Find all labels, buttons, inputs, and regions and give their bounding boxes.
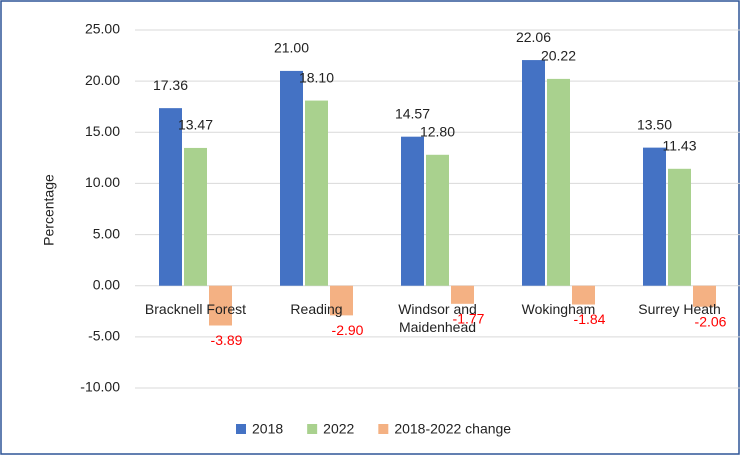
bar	[547, 78, 570, 286]
bar	[693, 285, 716, 307]
y-tick-label: 20.00	[85, 72, 120, 88]
data-label: 17.36	[153, 77, 188, 93]
y-tick-label: 25.00	[85, 21, 120, 37]
x-tick-label: Windsor and Maidenhead	[398, 300, 477, 335]
data-label: -1.77	[453, 311, 485, 327]
bar	[330, 285, 353, 316]
data-label: 22.06	[516, 29, 551, 45]
legend-swatch	[307, 424, 318, 434]
y-tick-label: 10.00	[85, 174, 120, 190]
data-label: -2.90	[332, 322, 364, 338]
chart-border	[0, 0, 740, 455]
data-label: -2.06	[695, 313, 727, 329]
y-tick-label: -5.00	[88, 328, 120, 344]
data-label: 11.43	[663, 138, 697, 154]
data-label: 14.57	[395, 105, 430, 121]
x-tick-label: Reading	[290, 300, 343, 317]
data-label: -1.84	[574, 311, 606, 327]
legend-label: 2018-2022 change	[394, 421, 511, 437]
bar	[159, 108, 182, 286]
y-axis-title: Percentage	[41, 174, 57, 246]
bar	[280, 70, 303, 286]
data-label: 18.10	[299, 69, 334, 85]
data-label: 13.50	[637, 116, 672, 132]
data-label: 21.00	[274, 40, 309, 56]
x-tick-label: Wokingham	[521, 300, 596, 317]
y-tick-label: 5.00	[93, 225, 120, 241]
legend-label: 2022	[323, 421, 354, 437]
data-label: 12.80	[420, 123, 455, 139]
bar	[572, 285, 595, 305]
legend-label: 2018	[252, 421, 283, 437]
legend-swatch	[236, 424, 246, 434]
bar	[401, 136, 424, 286]
bar	[522, 60, 545, 286]
y-tick-label: 15.00	[85, 123, 120, 139]
data-label: -3.89	[211, 332, 243, 348]
y-tick-label: 0.00	[93, 276, 120, 292]
y-tick-label: -10.00	[80, 379, 120, 395]
bar	[451, 285, 474, 304]
bar	[184, 147, 207, 286]
bar	[426, 154, 449, 286]
x-tick-label: Bracknell Forest	[144, 300, 247, 317]
bar	[668, 168, 691, 286]
bar	[209, 285, 232, 326]
bar	[643, 147, 666, 286]
data-label: 20.22	[541, 48, 576, 64]
legend-swatch	[378, 424, 389, 434]
data-label: 13.47	[178, 117, 213, 133]
bar	[305, 100, 328, 286]
x-tick-label: Surrey Heath	[638, 300, 721, 317]
